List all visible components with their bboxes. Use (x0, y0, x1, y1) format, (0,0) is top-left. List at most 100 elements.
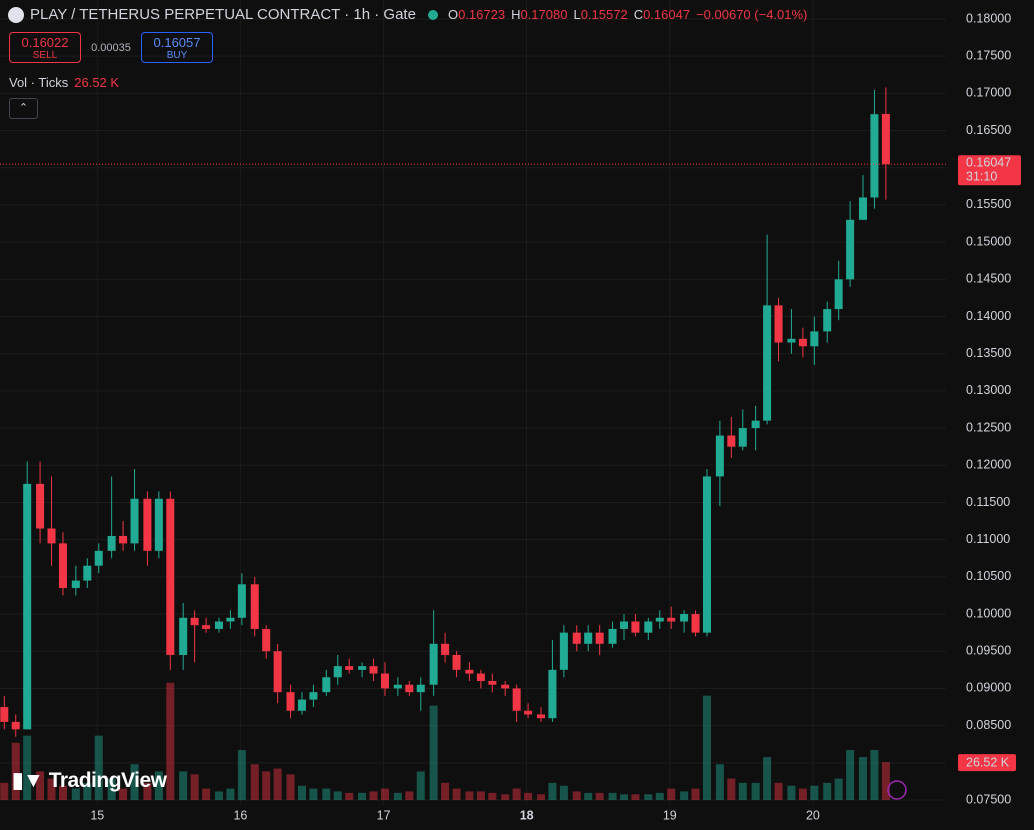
volume-bar (608, 792, 617, 801)
volume-bar (452, 788, 461, 801)
volume-bar (870, 749, 879, 801)
candle-body (595, 632, 604, 644)
volume-bar (416, 771, 425, 801)
candle-body (881, 113, 890, 165)
volume-bar (237, 749, 246, 801)
sell-label: SELL (32, 50, 58, 61)
candle-body (273, 651, 282, 693)
sell-price: 0.16022 (21, 35, 69, 50)
candle-body (190, 617, 199, 626)
volume-bar (858, 757, 867, 801)
y-tick-label: 0.12000 (966, 458, 1011, 472)
candle-body (476, 673, 485, 681)
y-tick-label: 0.08500 (966, 718, 1011, 732)
y-tick-label: 0.15000 (966, 234, 1011, 248)
candle-body (680, 614, 689, 622)
y-tick-label: 0.10500 (966, 569, 1011, 583)
candle-body (58, 543, 67, 589)
candle-body (71, 580, 80, 589)
volume-bar (11, 742, 20, 801)
candle-body (702, 476, 712, 633)
trade-panel: 0.16022 SELL 0.00035 0.16057 BUY (9, 32, 213, 63)
candle-body (619, 621, 628, 629)
volume-legend: Vol · Ticks 26.52 K (9, 75, 119, 90)
y-tick-label: 0.17500 (966, 48, 1011, 62)
volume-bar (429, 705, 438, 801)
candle-body (130, 498, 139, 544)
volume-bar (166, 682, 175, 801)
ohlc-value: 0.16047 (643, 7, 691, 22)
candle-body (369, 666, 378, 674)
volume-bar (190, 774, 199, 801)
volume-bar (715, 764, 724, 801)
volume-bar (559, 785, 568, 801)
candle-body (715, 435, 724, 477)
candle-body (798, 338, 807, 347)
y-tick-label: 0.11500 (966, 495, 1010, 509)
volume-bar (702, 695, 712, 801)
candle-body (94, 550, 103, 566)
volume-bar (107, 778, 116, 801)
buy-label: BUY (166, 50, 188, 61)
candle-body (655, 617, 664, 622)
volume-bar (273, 768, 282, 801)
sell-button[interactable]: 0.16022 SELL (9, 32, 81, 63)
volume-bar (595, 792, 604, 801)
volume-tag (958, 754, 1016, 772)
candle-body (512, 688, 521, 711)
candle-body (763, 305, 772, 421)
y-tick-label: 0.12500 (966, 420, 1011, 434)
candle-body (787, 338, 796, 343)
candle-body (465, 669, 474, 674)
ohlc-key: H (511, 7, 521, 22)
volume-bar (179, 771, 188, 801)
y-tick-label: 0.13000 (966, 383, 1011, 397)
candle-body (548, 669, 557, 719)
countdown: 31:10 (966, 170, 997, 184)
candle-body (631, 621, 640, 633)
collapse-button[interactable]: ⌃ (9, 98, 38, 119)
y-tick-label: 0.11000 (966, 532, 1010, 546)
volume-bar (309, 788, 318, 801)
change: −0.00670 (−4.01%) (696, 7, 808, 22)
volume-bar (202, 788, 211, 801)
volume-value: 26.52 K (74, 75, 120, 90)
volume-bar (297, 785, 306, 801)
volume-bar (322, 788, 331, 801)
volume-bar (214, 791, 223, 801)
candle-body (250, 584, 259, 629)
volume-bar (512, 788, 521, 801)
y-tick-label: 0.13500 (966, 346, 1011, 360)
candle-body (452, 654, 461, 670)
volume-bar (548, 782, 557, 801)
buy-button[interactable]: 0.16057 BUY (141, 32, 213, 63)
y-tick-label: 0.07500 (966, 792, 1011, 806)
candle-body (559, 632, 568, 670)
volume-bar (94, 735, 103, 801)
x-tick-label: 15 (90, 808, 104, 822)
volume-bar (488, 792, 497, 801)
candle-body (870, 114, 879, 198)
replay-icon (887, 780, 907, 800)
candle-body (214, 621, 223, 629)
volume-bar (584, 792, 593, 801)
volume-bar (631, 794, 640, 801)
volume-bar (774, 782, 783, 801)
volume-bar (476, 791, 485, 801)
brand-text: TradingView (48, 769, 167, 792)
volume-bar (680, 791, 689, 801)
volume-bar (58, 785, 67, 801)
candle-body (667, 617, 676, 622)
candle-body (322, 677, 331, 693)
candle-body (202, 625, 211, 629)
volume-bar (751, 782, 760, 801)
candle-body (107, 535, 116, 551)
candle-body (751, 420, 760, 429)
candle-body (393, 684, 402, 689)
candle-body (47, 528, 56, 544)
candle-body (179, 617, 188, 655)
candle-body (309, 692, 318, 700)
volume-bar (226, 788, 235, 801)
volume-bar (441, 782, 450, 801)
